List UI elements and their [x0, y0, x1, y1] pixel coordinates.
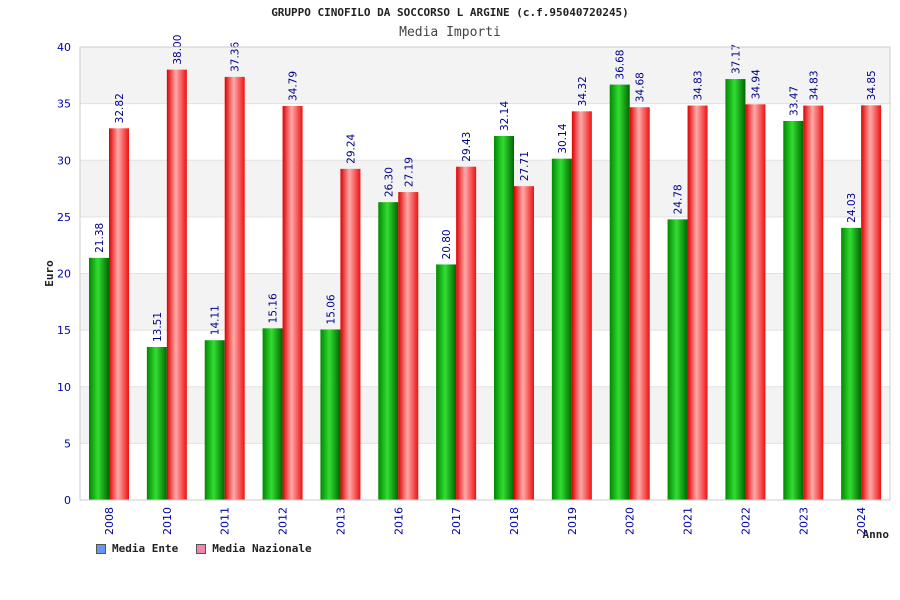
- x-tick-label-2013: 2013: [334, 507, 347, 535]
- bar-nazionale-2021: [687, 105, 708, 501]
- x-tick-label-2011: 2011: [219, 507, 232, 535]
- legend-label-nazionale: Media Nazionale: [212, 542, 312, 555]
- bar-nazionale-2013: [340, 168, 361, 500]
- bar-nazionale-2018: [514, 186, 534, 500]
- bar-ente-2016: [378, 202, 399, 500]
- value-label-ente-2018: 32.14: [499, 101, 511, 131]
- value-label-nazionale-2022: 34.94: [750, 69, 762, 99]
- value-label-nazionale-2010: 38.00: [172, 35, 184, 65]
- value-label-nazionale-2013: 29.24: [345, 133, 357, 163]
- value-label-nazionale-2018: 27.71: [519, 151, 531, 181]
- value-label-nazionale-2023: 34.83: [808, 70, 820, 100]
- y-tick-label: 10: [57, 381, 71, 394]
- bar-ente-2013: [320, 329, 341, 500]
- value-label-nazionale-2008: 32.82: [114, 93, 126, 123]
- value-label-nazionale-2011: 37.36: [230, 42, 242, 72]
- x-axis-label: Anno: [863, 528, 890, 541]
- bar-ente-2024: [841, 227, 862, 501]
- value-label-nazionale-2016: 27.19: [403, 157, 415, 187]
- value-label-ente-2011: 14.11: [210, 305, 222, 335]
- value-label-nazionale-2021: 34.83: [693, 70, 705, 100]
- value-label-nazionale-2024: 34.85: [866, 70, 878, 100]
- bar-nazionale-2011: [224, 76, 245, 500]
- grid-band: [80, 273, 890, 331]
- bar-nazionale-2024: [861, 105, 882, 500]
- x-tick-label-2019: 2019: [566, 507, 579, 535]
- value-label-nazionale-2012: 34.79: [288, 71, 300, 101]
- grid-band: [80, 160, 890, 217]
- x-tick-label-2017: 2017: [450, 507, 463, 535]
- y-tick-label: 35: [57, 98, 71, 111]
- value-label-ente-2023: 33.47: [788, 86, 800, 116]
- x-tick-label-2022: 2022: [739, 507, 752, 535]
- value-label-nazionale-2020: 34.68: [635, 72, 647, 102]
- x-tick-label-2021: 2021: [682, 507, 695, 535]
- chart-subtitle: Media Importi: [399, 25, 501, 40]
- x-tick-label-2012: 2012: [277, 507, 290, 535]
- x-tick-label-2008: 2008: [103, 507, 116, 535]
- bar-nazionale-2012: [282, 106, 303, 501]
- y-tick-label: 25: [57, 211, 71, 224]
- y-tick-label: 40: [57, 41, 71, 54]
- x-tick-label-2023: 2023: [797, 507, 810, 535]
- chart-legend: Media Ente Media Nazionale: [96, 542, 312, 555]
- bar-nazionale-2019: [571, 111, 592, 501]
- value-label-ente-2008: 21.38: [94, 223, 106, 253]
- bar-nazionale-2016: [398, 192, 419, 501]
- bar-ente-2023: [783, 120, 804, 501]
- legend-item-nazionale: Media Nazionale: [196, 542, 312, 555]
- plot-frame: [79, 46, 891, 501]
- bar-nazionale-2020: [629, 107, 650, 501]
- bar-nazionale-2008: [109, 128, 129, 500]
- value-label-ente-2022: 37.17: [730, 44, 742, 74]
- value-label-ente-2021: 24.78: [673, 184, 685, 214]
- bar-nazionale-2010: [166, 69, 187, 501]
- bar-ente-2008: [89, 257, 109, 500]
- value-label-ente-2012: 15.16: [268, 293, 280, 323]
- bar-ente-2022: [725, 79, 746, 501]
- bar-ente-2021: [667, 219, 688, 500]
- value-label-ente-2020: 36.68: [615, 50, 627, 80]
- value-label-ente-2016: 26.30: [383, 167, 395, 197]
- value-label-ente-2013: 15.06: [325, 294, 337, 324]
- grid-band: [80, 47, 890, 104]
- y-tick-label: 5: [64, 437, 71, 450]
- legend-label-ente: Media Ente: [112, 542, 179, 555]
- bar-ente-2018: [494, 136, 514, 500]
- value-label-ente-2024: 24.03: [846, 193, 858, 223]
- y-axis-label: Euro: [43, 260, 56, 287]
- x-tick-label-2016: 2016: [392, 507, 405, 535]
- bar-ente-2020: [609, 84, 630, 500]
- legend-item-ente: Media Ente: [96, 542, 178, 555]
- value-label-nazionale-2017: 29.43: [461, 132, 473, 162]
- legend-swatch-nazionale: [196, 543, 207, 554]
- grid-band: [80, 386, 890, 444]
- chart-title: GRUPPO CINOFILO DA SOCCORSO L ARGINE (c.…: [271, 6, 629, 19]
- x-tick-label-2020: 2020: [624, 507, 637, 535]
- bar-ente-2011: [204, 340, 225, 500]
- value-label-ente-2019: 30.14: [557, 123, 569, 153]
- bar-nazionale-2023: [803, 105, 824, 501]
- y-tick-label: 15: [57, 324, 71, 337]
- bar-ente-2017: [436, 264, 457, 500]
- y-tick-label: 20: [57, 268, 71, 281]
- bar-ente-2010: [146, 346, 167, 500]
- legend-swatch-ente: [96, 543, 106, 554]
- x-tick-label-2018: 2018: [508, 507, 521, 535]
- x-tick-label-2010: 2010: [161, 507, 174, 535]
- bar-nazionale-2017: [456, 166, 477, 500]
- bar-ente-2019: [551, 158, 572, 501]
- bar-ente-2012: [262, 328, 283, 500]
- value-label-nazionale-2019: 34.32: [577, 76, 589, 106]
- value-label-ente-2017: 20.80: [441, 229, 453, 259]
- y-tick-label: 0: [64, 494, 71, 507]
- x-tick-label-2024: 2024: [855, 507, 868, 535]
- y-tick-label: 30: [57, 154, 71, 167]
- value-label-ente-2010: 13.51: [152, 312, 164, 342]
- bar-nazionale-2022: [745, 104, 766, 500]
